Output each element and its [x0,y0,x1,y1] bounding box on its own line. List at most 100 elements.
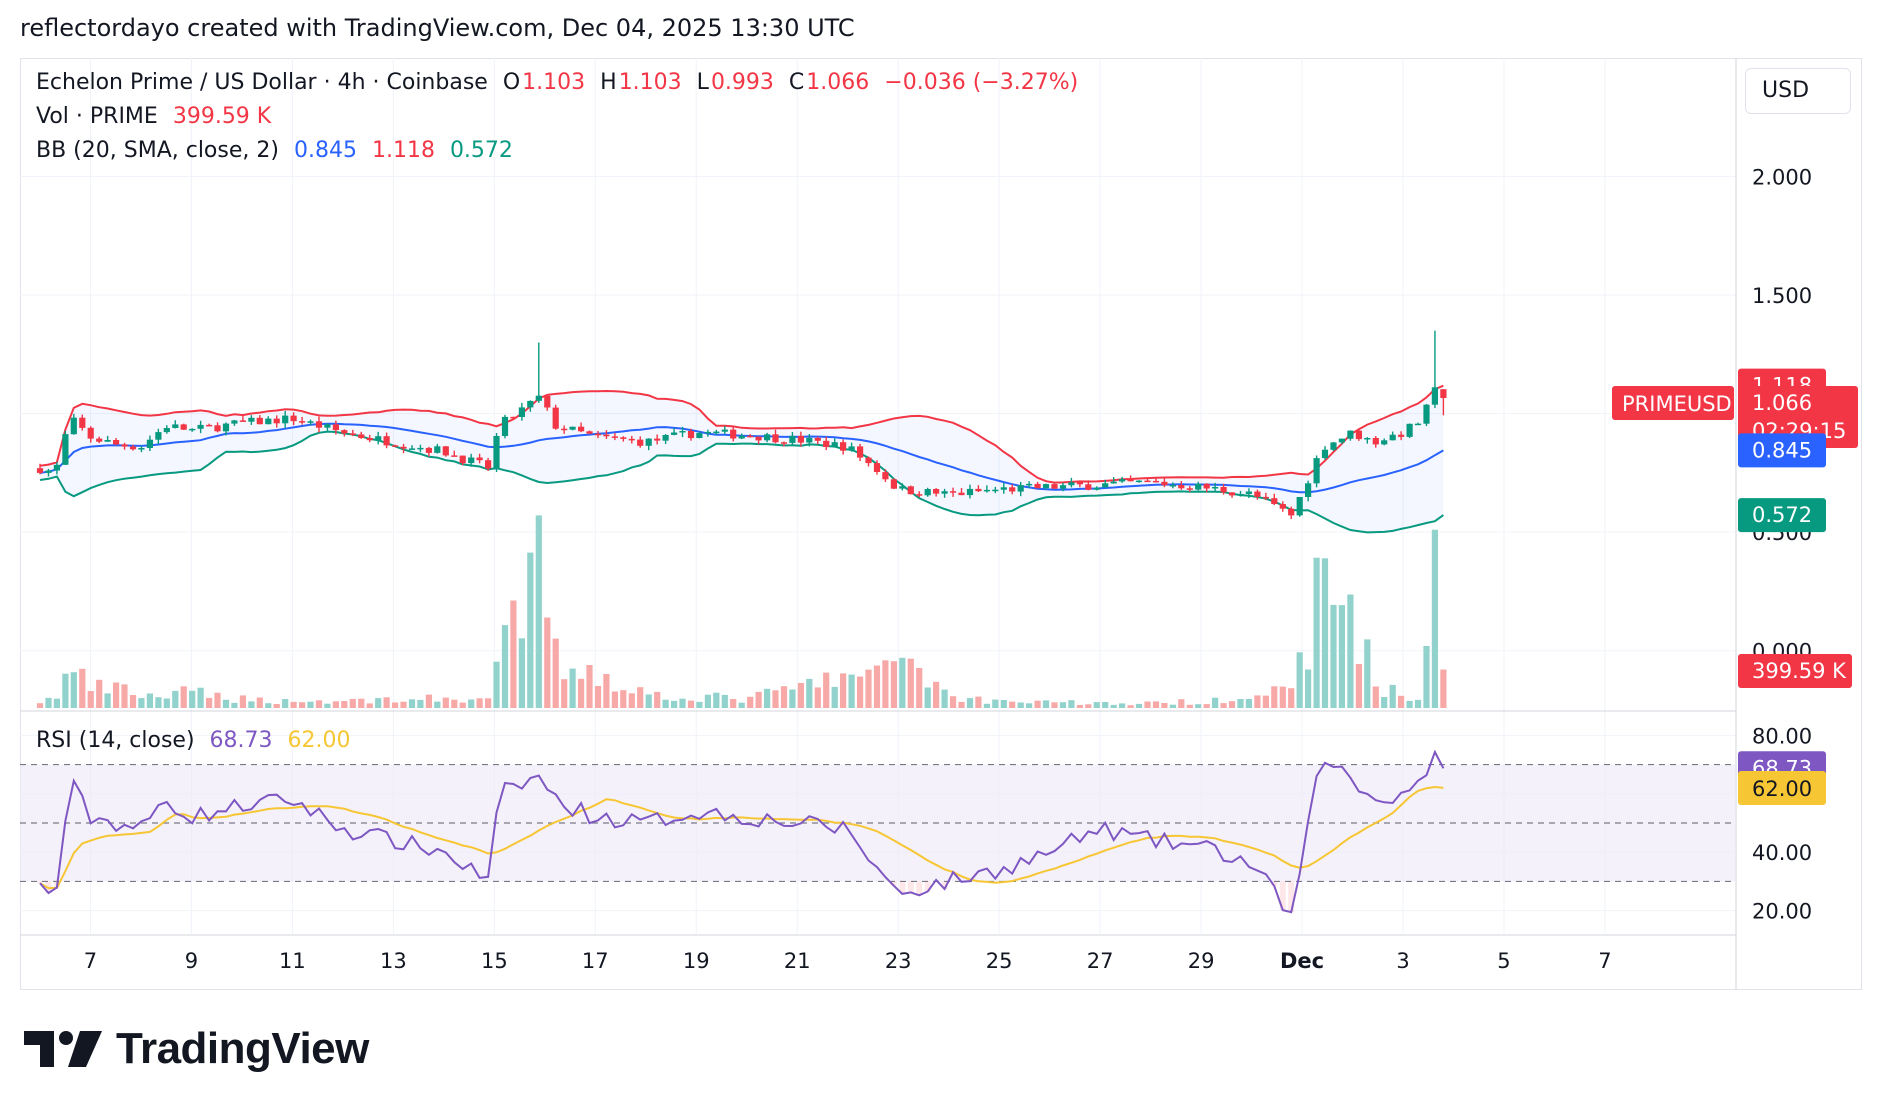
candle-body[interactable] [104,440,111,442]
candle-body[interactable] [265,418,272,425]
candle-body[interactable] [730,429,737,439]
candle-body[interactable] [121,444,128,447]
candle-body[interactable] [324,424,331,428]
candle-body[interactable] [628,438,635,441]
candle-body[interactable] [1034,483,1041,489]
tradingview-logo[interactable]: TradingView [24,1024,369,1073]
candle-body[interactable] [1186,488,1193,490]
candle-body[interactable] [1220,487,1227,493]
candle-body[interactable] [451,455,458,457]
candle-body[interactable] [1355,430,1362,440]
candle-body[interactable] [214,425,221,432]
candle-body[interactable] [747,435,754,438]
candle-body[interactable] [1152,480,1160,483]
volume-title[interactable]: Vol · PRIME [36,104,158,129]
candle-body[interactable] [857,446,864,458]
candle-body[interactable] [476,457,483,461]
candle-body[interactable] [755,436,762,441]
candle-body[interactable] [1245,491,1252,495]
candle-body[interactable] [916,494,923,496]
candle-body[interactable] [1364,438,1371,440]
candle-body[interactable] [180,424,187,430]
candle-body[interactable] [299,421,306,423]
candle-body[interactable] [780,442,788,444]
candle-body[interactable] [873,463,881,472]
candle-body[interactable] [924,489,931,496]
candle-body[interactable] [1372,438,1379,445]
candle-body[interactable] [527,400,534,408]
candle-body[interactable] [1102,483,1109,488]
candle-body[interactable] [806,437,813,443]
candle-body[interactable] [1085,484,1092,490]
candle-body[interactable] [315,421,323,428]
candle-body[interactable] [349,433,356,435]
candle-body[interactable] [772,434,779,443]
candle-body[interactable] [654,438,661,441]
bb-title[interactable]: BB (20, SMA, close, 2) [36,138,279,163]
candle-body[interactable] [1440,389,1447,398]
candle-body[interactable] [518,407,525,417]
rsi-ma-line[interactable] [39,785,1444,890]
candle-body[interactable] [1296,497,1303,516]
candle-body[interactable] [933,489,940,494]
candle-body[interactable] [848,446,855,451]
candle-body[interactable] [146,439,153,448]
candle-body[interactable] [239,420,246,422]
candle-body[interactable] [1228,492,1236,496]
candle-body[interactable] [603,434,610,437]
candle-body[interactable] [96,438,103,442]
candle-body[interactable] [958,492,965,496]
candle-body[interactable] [485,460,492,469]
candle-body[interactable] [417,447,424,450]
candle-body[interactable] [1279,504,1286,509]
candle-body[interactable] [248,417,255,422]
candle-body[interactable] [1135,480,1143,483]
candle-body[interactable] [1076,482,1083,485]
candle-body[interactable] [1203,483,1210,489]
candle-body[interactable] [544,395,551,408]
candle-body[interactable] [890,479,897,489]
candle-body[interactable] [1347,430,1354,439]
candle-body[interactable] [70,417,77,435]
candle-body[interactable] [1195,483,1202,490]
candle-body[interactable] [671,432,678,435]
candle-body[interactable] [713,431,720,434]
candle-body[interactable] [620,437,627,439]
candle-body[interactable] [679,431,686,433]
candle-body[interactable] [79,417,86,428]
candle-body[interactable] [400,446,407,449]
candle-body[interactable] [1000,487,1007,490]
candle-body[interactable] [206,424,213,427]
candle-body[interactable] [307,421,314,423]
symbol-title[interactable]: Echelon Prime / US Dollar · 4h · Coinbas… [36,70,488,95]
candle-body[interactable] [578,426,585,432]
candle-body[interactable] [1169,485,1176,487]
candle-body[interactable] [1338,438,1345,443]
candle-body[interactable] [764,434,771,441]
candle-body[interactable] [62,434,69,465]
candle-body[interactable] [392,445,399,447]
candle-body[interactable] [797,435,804,443]
candle-body[interactable] [231,420,238,424]
candle-body[interactable] [1178,485,1185,489]
bb-upper-line[interactable] [39,384,1444,484]
candle-body[interactable] [1288,508,1295,516]
candle-body[interactable] [129,446,137,450]
candle-body[interactable] [1093,487,1100,490]
symbol-label-bg[interactable] [1612,386,1734,420]
candle-body[interactable] [1161,481,1168,486]
candle-body[interactable] [282,415,289,424]
candle-body[interactable] [831,442,838,447]
candle-body[interactable] [1237,494,1244,496]
candle-body[interactable] [501,416,509,436]
candle-body[interactable] [341,430,348,434]
candle-body[interactable] [1313,458,1320,484]
candle-body[interactable] [966,488,974,496]
candle-body[interactable] [1262,496,1269,499]
candle-body[interactable] [493,436,500,469]
candle-body[interactable] [222,423,230,432]
candle-body[interactable] [941,491,948,494]
candle-body[interactable] [1414,423,1422,426]
candle-body[interactable] [645,438,652,446]
candle-body[interactable] [561,428,568,431]
